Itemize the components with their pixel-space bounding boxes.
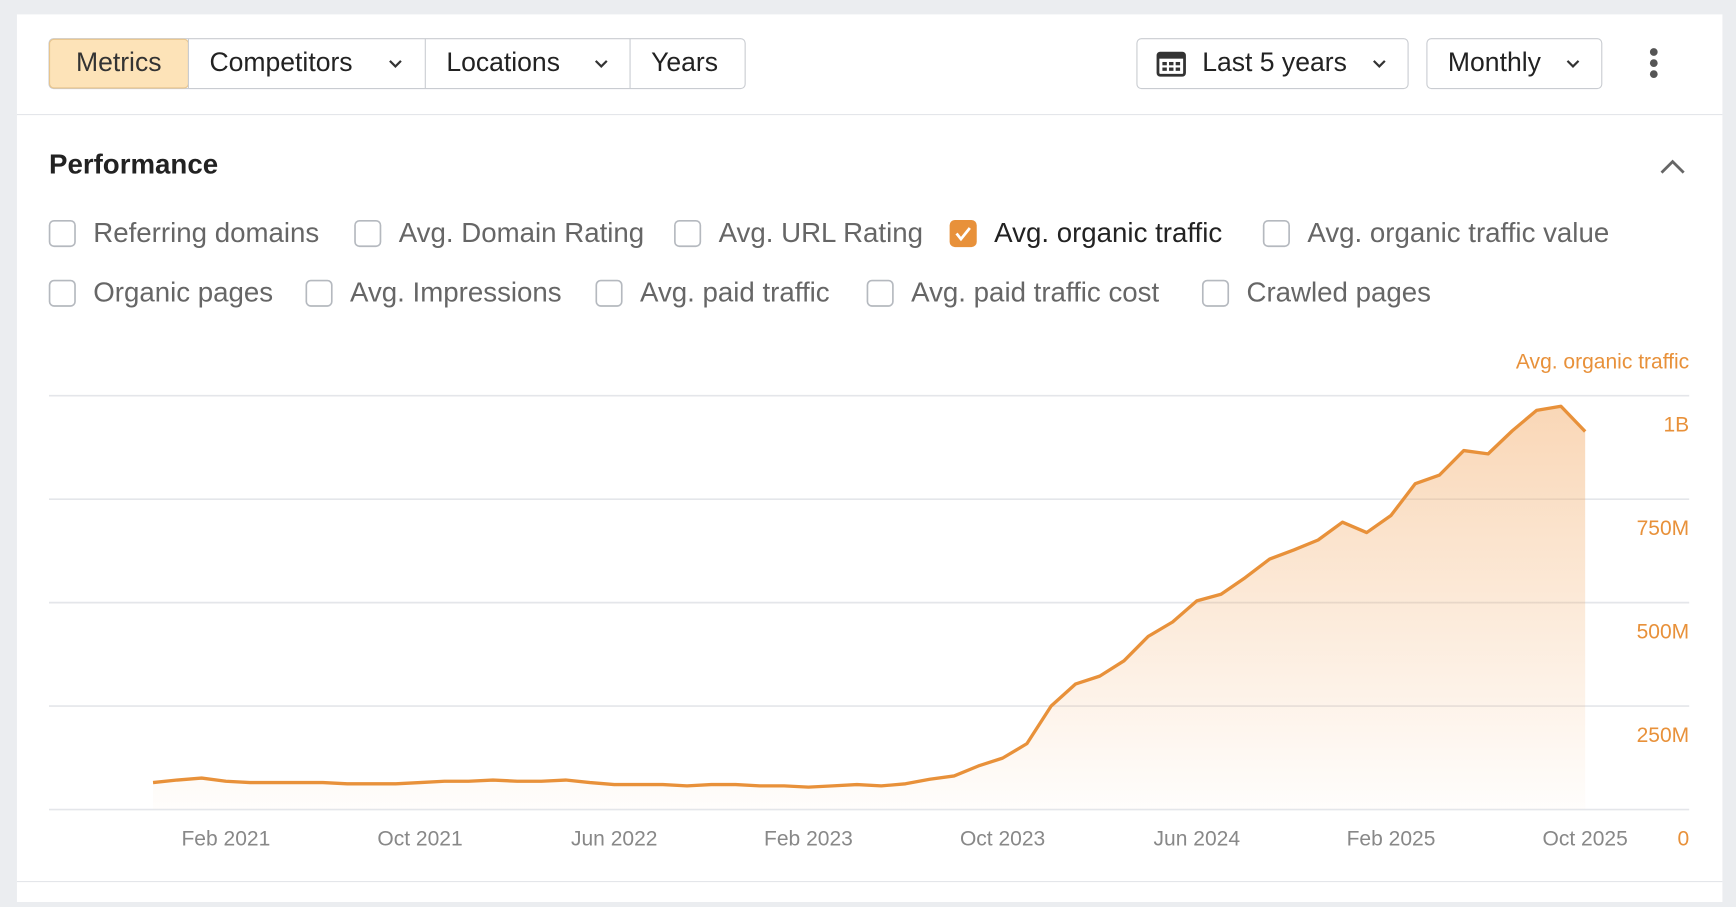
y-tick-label: 750M <box>1637 517 1690 540</box>
checkbox[interactable] <box>48 279 76 307</box>
chevron <box>1566 60 1580 68</box>
checkbox[interactable] <box>48 219 76 248</box>
chevron <box>594 60 608 68</box>
x-tick-label: Feb 2025 <box>1347 828 1436 851</box>
checkbox-label[interactable]: Avg. Impressions <box>350 277 562 308</box>
chevron <box>1373 60 1386 68</box>
checkbox[interactable] <box>305 279 333 307</box>
y-tick-label: 250M <box>1637 724 1690 747</box>
checkbox-label[interactable]: Crawled pages <box>1247 277 1431 308</box>
tab[interactable]: Years <box>651 47 718 77</box>
checkbox-label[interactable]: Avg. Domain Rating <box>399 217 644 248</box>
checkbox-label[interactable]: Organic pages <box>93 277 273 308</box>
date-button[interactable] <box>1136 38 1409 90</box>
x-tick-label: Feb 2021 <box>181 828 270 851</box>
x-tick-label: Oct 2021 <box>377 828 462 851</box>
y-tick-label: 500M <box>1637 621 1690 644</box>
checkmark <box>955 227 971 242</box>
checkbox[interactable] <box>1262 219 1290 248</box>
checkbox[interactable] <box>674 219 702 248</box>
more-menu[interactable] <box>1649 48 1658 79</box>
y-tick-label: 0 <box>1678 828 1690 851</box>
x-tick-label: Oct 2025 <box>1543 828 1628 851</box>
area <box>153 406 1586 810</box>
checkbox[interactable] <box>595 279 623 307</box>
checkbox-label[interactable]: Avg. organic traffic <box>994 217 1222 248</box>
checkbox[interactable] <box>354 219 382 248</box>
x-tick-label: Oct 2023 <box>960 828 1045 851</box>
x-tick-label: Jun 2022 <box>571 828 657 851</box>
checkbox-label[interactable]: Avg. URL Rating <box>719 217 923 248</box>
checkbox-label[interactable]: Avg. organic traffic value <box>1307 217 1609 248</box>
collapse[interactable] <box>1660 159 1685 174</box>
checkbox[interactable] <box>949 219 977 248</box>
tab[interactable]: Competitors <box>209 47 352 77</box>
checkbox[interactable] <box>1201 279 1230 307</box>
y-axis-label: Avg. organic traffic <box>1516 351 1689 374</box>
tab[interactable]: Locations <box>446 47 560 77</box>
chevron <box>389 60 402 68</box>
interval-button[interactable] <box>1426 38 1603 90</box>
tab[interactable]: Metrics <box>76 47 162 77</box>
date-range[interactable]: Last 5 years <box>1202 47 1347 77</box>
calendar-icon <box>1156 51 1186 77</box>
y-tick-label: 1B <box>1663 414 1689 437</box>
interval[interactable]: Monthly <box>1448 47 1542 77</box>
checkbox-label[interactable]: Avg. paid traffic cost <box>911 277 1159 308</box>
section-title: Performance <box>49 148 218 179</box>
x-tick-label: Feb 2023 <box>764 828 853 851</box>
checkbox-label[interactable]: Avg. paid traffic <box>640 277 830 308</box>
line <box>152 404 1587 789</box>
checkbox[interactable] <box>866 279 894 307</box>
checkbox-label[interactable]: Referring domains <box>93 217 319 248</box>
x-tick-label: Jun 2024 <box>1154 828 1241 851</box>
